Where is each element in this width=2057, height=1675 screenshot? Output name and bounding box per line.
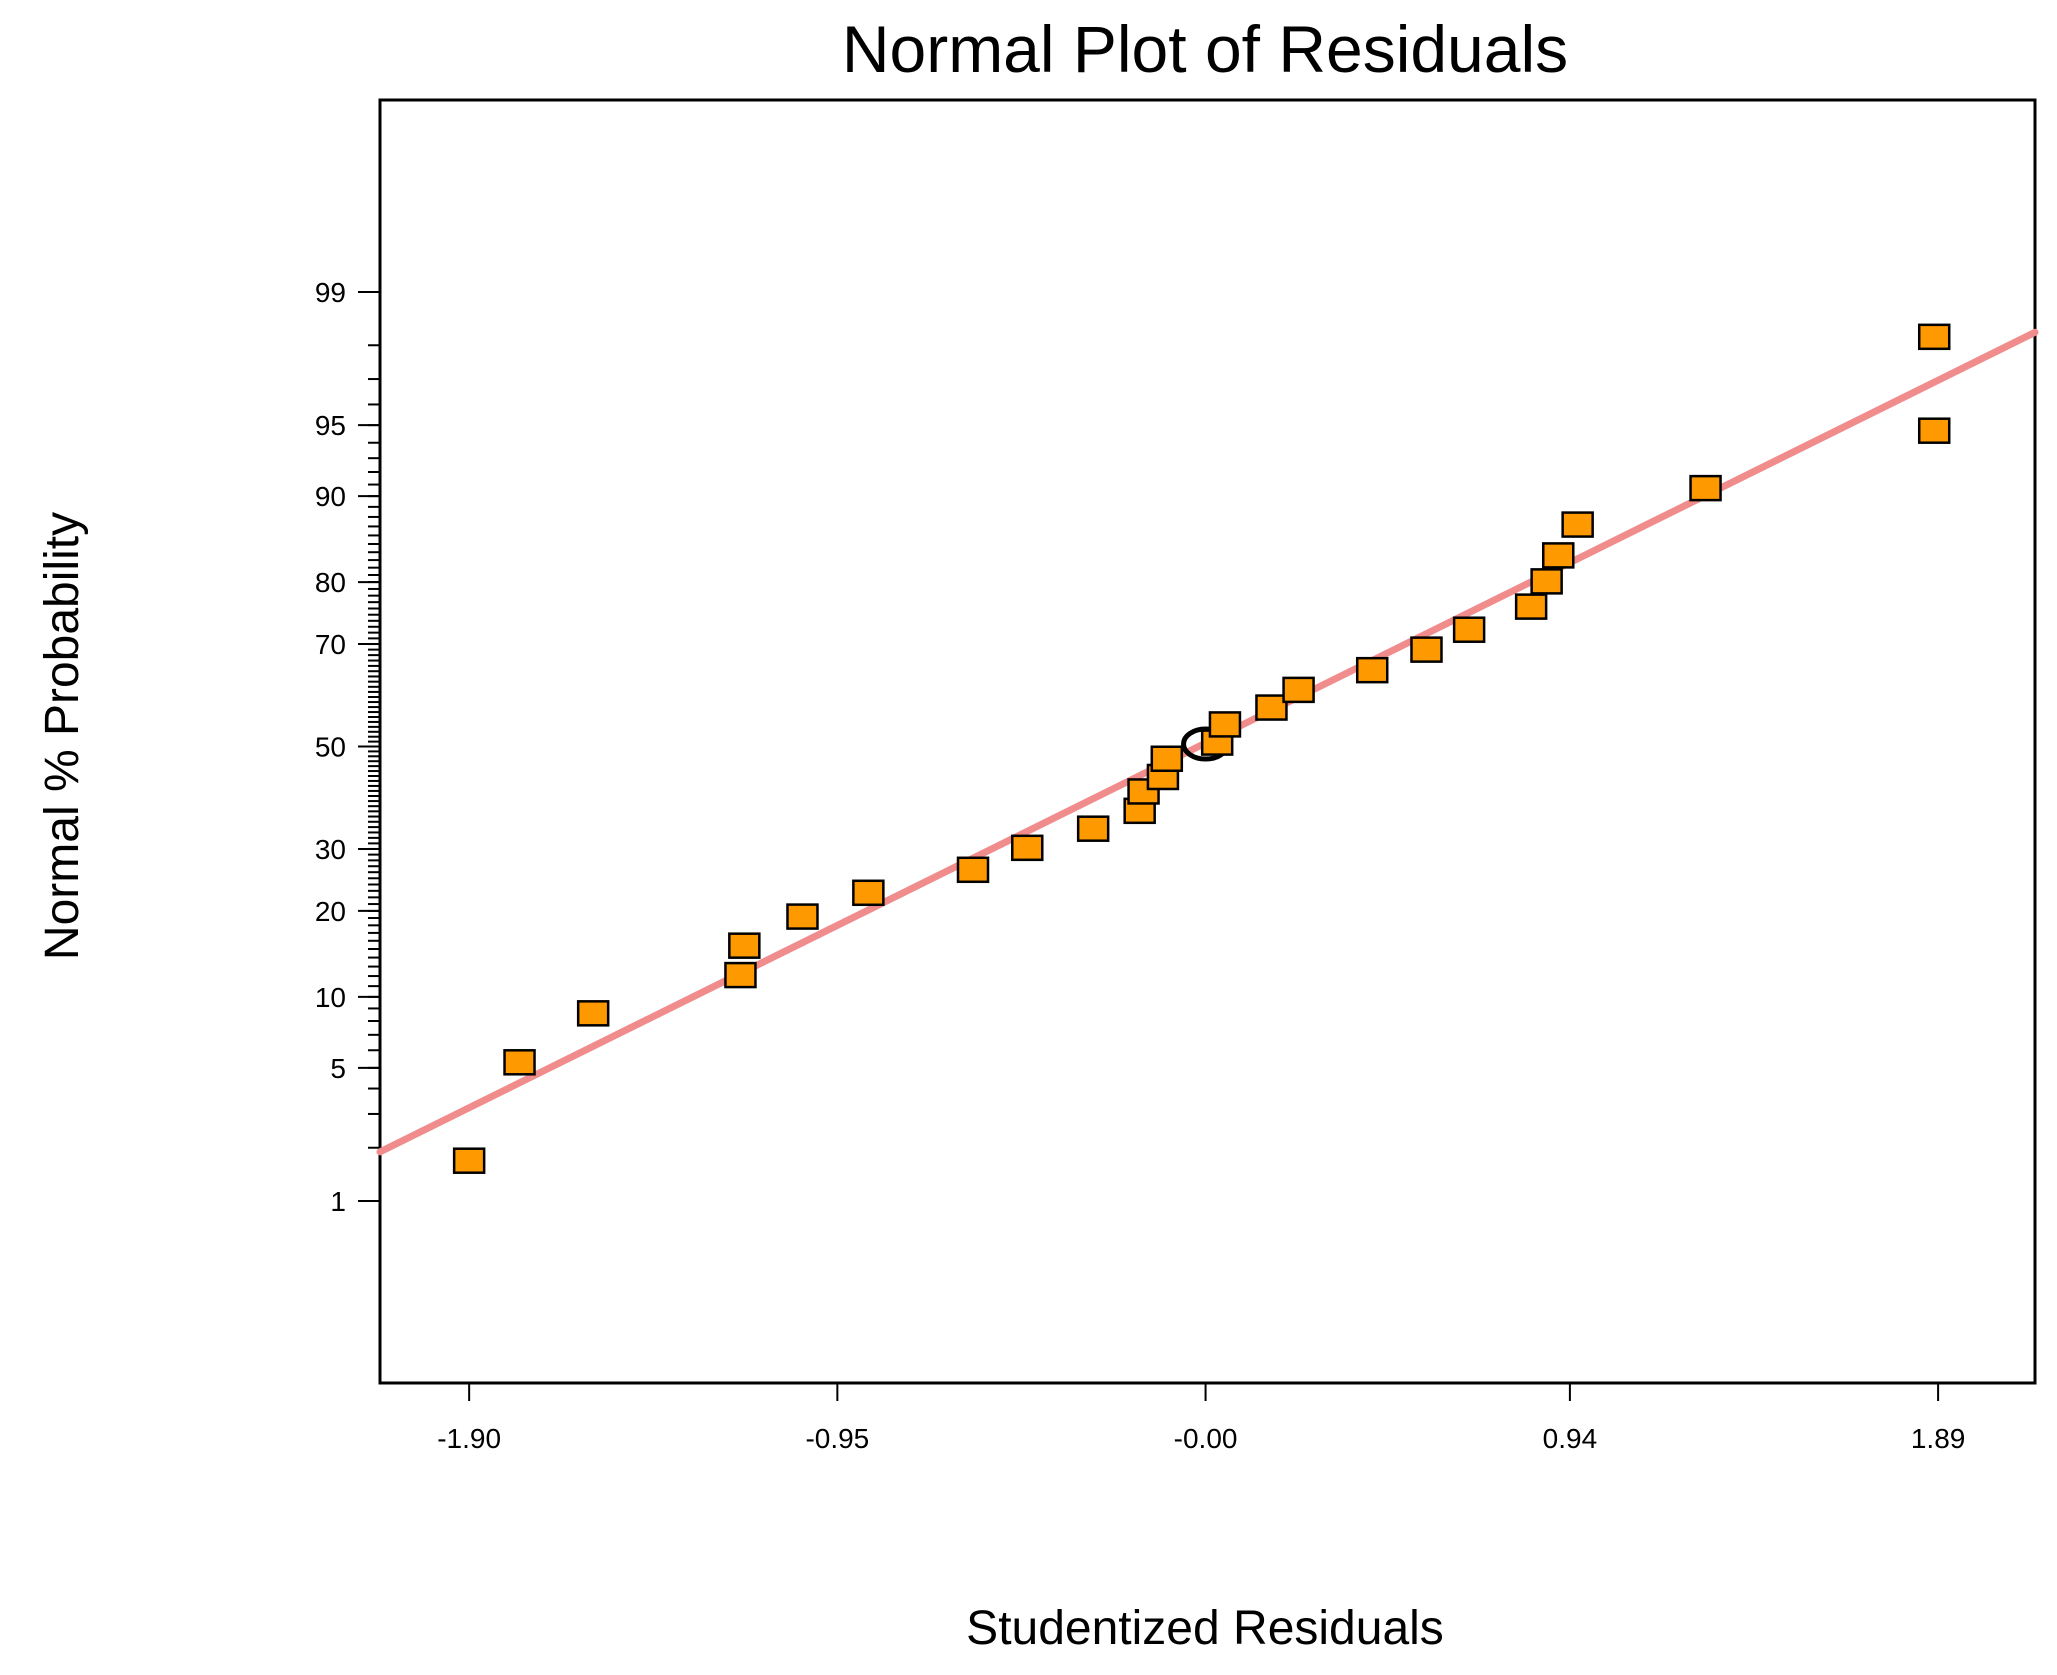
data-point [503,1049,536,1076]
y-tick-label: 95 [315,410,346,441]
data-point [452,1147,486,1174]
data-points [452,323,1951,1174]
data-point [1150,745,1184,773]
data-point [1917,323,1951,351]
data-point [1530,568,1563,595]
data-point [1282,676,1315,704]
y-axis: 1 5 10 20 30 50 70 80 90 95 99 [315,277,380,1217]
x-tick-label: -0.00 [1174,1423,1238,1454]
data-point [852,879,885,907]
y-tick-label: 20 [315,896,346,927]
data-point [1355,656,1389,684]
y-tick-label: 70 [315,629,346,660]
y-tick-label: 50 [315,732,346,763]
y-tick-label: 80 [315,567,346,598]
y-tick-label: 1 [330,1186,346,1217]
data-point [1514,593,1548,620]
y-axis-label: Normal % Probability [36,512,89,960]
chart-title: Normal Plot of Residuals [842,12,1568,86]
y-tick-label: 90 [315,481,346,512]
y-tick-label: 10 [315,982,346,1013]
x-axis-label: Studentized Residuals [966,1602,1444,1655]
data-point [1208,711,1242,738]
data-point [1689,474,1722,502]
data-point [724,961,757,989]
data-point [786,903,819,930]
y-tick-label: 30 [315,834,346,865]
x-tick-label: 1.89 [1911,1423,1966,1454]
data-point [1255,694,1288,721]
data-point [956,856,990,884]
data-point [576,1000,610,1027]
y-tick-label: 5 [330,1053,346,1084]
data-point [1561,511,1594,538]
x-tick-label: 0.94 [1543,1423,1598,1454]
data-point [1917,417,1951,444]
data-point [1410,636,1443,663]
y-tick-label: 99 [315,277,346,308]
x-axis: -1.90 -0.95 -0.00 0.94 1.89 [437,1383,1965,1454]
data-point [1542,542,1575,569]
data-point [728,932,761,959]
data-point [1452,616,1486,643]
data-point [1127,778,1160,805]
data-point [1011,834,1044,862]
x-tick-label: -0.95 [805,1423,869,1454]
x-tick-label: -1.90 [437,1423,501,1454]
data-point [1076,815,1110,842]
